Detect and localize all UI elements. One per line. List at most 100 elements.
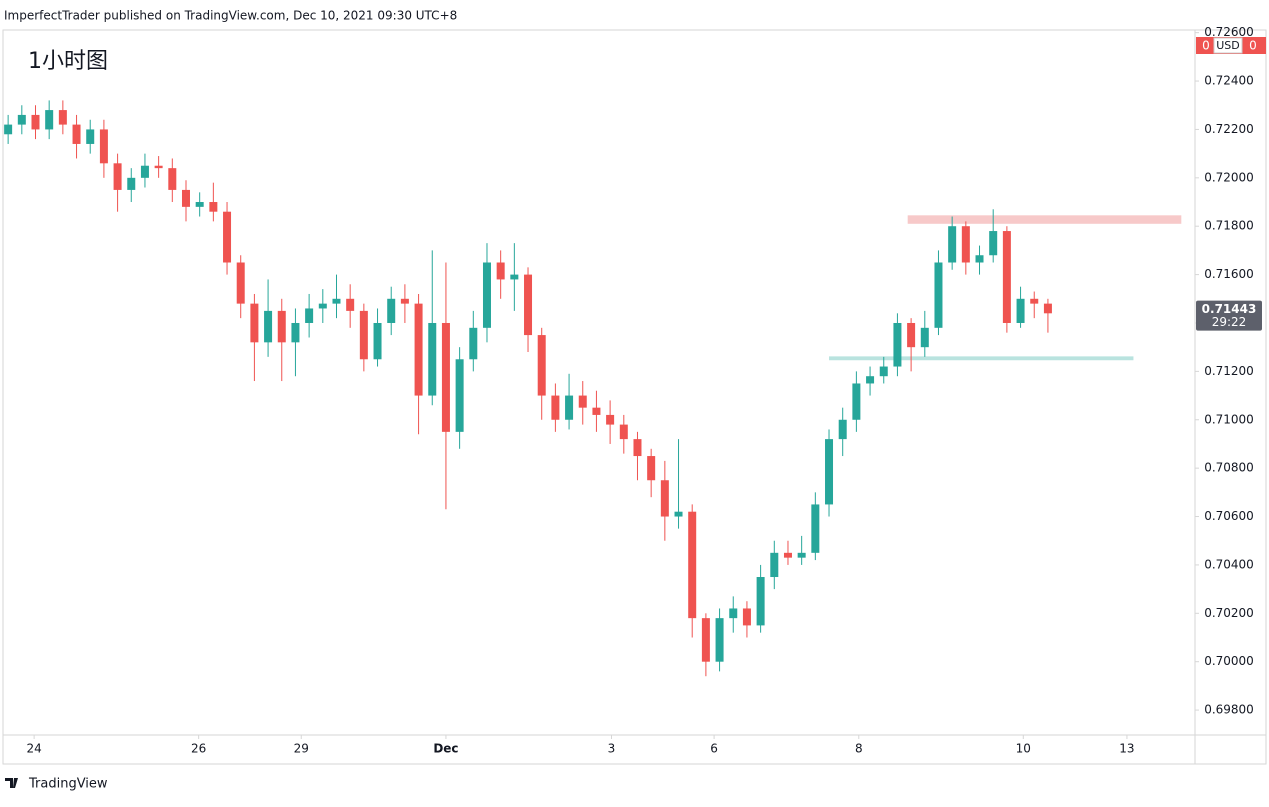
zone <box>907 215 1182 224</box>
header: ImperfectTrader published on TradingView… <box>4 9 457 23</box>
candle-body <box>537 335 546 396</box>
candle-body <box>4 124 13 135</box>
candle-body <box>756 577 765 626</box>
footer: TradingView <box>28 777 108 792</box>
candle-body <box>647 456 656 481</box>
candle-body <box>551 395 560 420</box>
candle-body <box>510 274 519 280</box>
candle-body <box>31 114 40 130</box>
currency-flag-left: 0 <box>1202 39 1210 53</box>
candle-body <box>1030 298 1039 304</box>
candle-body <box>441 322 450 432</box>
candle-body <box>86 129 95 144</box>
candle-body <box>236 262 245 304</box>
x-tick-label: 8 <box>855 742 863 756</box>
candle-body <box>1043 303 1052 314</box>
chart-title: 1小时图 <box>28 49 108 74</box>
currency: USD <box>1216 39 1240 52</box>
logo <box>5 778 18 788</box>
candle-body <box>17 114 26 125</box>
candle-body <box>414 303 423 396</box>
candle-body <box>1016 298 1025 323</box>
candle-body <box>428 322 437 396</box>
candle-body <box>879 366 888 377</box>
candle-body <box>524 274 533 336</box>
last-price-box <box>1196 300 1262 331</box>
candle-body <box>578 395 587 408</box>
candle-body <box>455 359 464 432</box>
candle-body <box>565 395 574 420</box>
candle-body <box>373 322 382 360</box>
y-tick-label: 0.72400 <box>1204 74 1254 88</box>
x-tick-label: 10 <box>1016 742 1031 756</box>
candle-body <box>619 424 628 440</box>
candle-body <box>496 262 505 280</box>
x-tick-label: Dec <box>433 742 458 756</box>
candle-body <box>989 231 998 256</box>
candle-body <box>113 163 122 190</box>
frame <box>2 29 1267 765</box>
x-tick-label: 6 <box>710 742 718 756</box>
y-tick-label: 0.70200 <box>1204 606 1254 620</box>
candle-body <box>1002 231 1011 323</box>
countdown: 29:22 <box>1212 315 1247 329</box>
candle-body <box>633 439 642 457</box>
candle-body <box>168 168 177 190</box>
y-tick-label: 0.72000 <box>1204 170 1254 184</box>
currency-box <box>1213 37 1243 54</box>
candle-body <box>291 322 300 343</box>
candle-body <box>400 298 409 304</box>
candle-body <box>264 310 273 343</box>
candle-body <box>592 407 601 415</box>
candle-body <box>318 303 327 309</box>
candle-body <box>209 202 218 212</box>
candle-body <box>811 504 820 553</box>
candle-body <box>770 552 779 578</box>
candle-body <box>195 202 204 207</box>
candle-body <box>688 511 697 619</box>
y-tick-label: 0.72200 <box>1204 122 1254 136</box>
candle-body <box>359 310 368 360</box>
candle-body <box>920 327 929 348</box>
candle-body <box>701 618 710 662</box>
y-tick-label: 0.70800 <box>1204 461 1254 475</box>
candle-body <box>729 608 738 619</box>
candle-body <box>154 165 163 169</box>
y-tick-label: 0.70600 <box>1204 509 1254 523</box>
y-tick-label: 0.70000 <box>1204 654 1254 668</box>
candle-body <box>482 262 491 328</box>
x-tick-label: 13 <box>1119 742 1134 756</box>
candle-body <box>742 608 751 626</box>
candle-body <box>332 298 341 304</box>
candle-body <box>975 255 984 263</box>
y-tick-label: 0.69800 <box>1204 703 1254 717</box>
candle-body <box>825 439 834 505</box>
candle-body <box>181 189 190 207</box>
candle-body <box>948 226 957 263</box>
candle-body <box>838 419 847 440</box>
candle-body <box>346 298 355 311</box>
candle-body <box>250 303 259 343</box>
candle-body <box>783 552 792 558</box>
y-tick-label: 0.72600 <box>1204 25 1254 39</box>
candle-body <box>961 226 970 263</box>
candle-body <box>469 327 478 360</box>
plot <box>4 100 1182 677</box>
candle-body <box>127 177 136 190</box>
candle-body <box>797 552 806 558</box>
candle-body <box>715 618 724 662</box>
candle-body <box>893 322 902 367</box>
candle-body <box>852 383 861 420</box>
candle-body <box>606 414 615 425</box>
candle-body <box>45 110 54 130</box>
zone <box>829 356 1134 361</box>
y-tick-label: 0.70400 <box>1204 557 1254 571</box>
candle-body <box>305 308 314 323</box>
candle-body <box>387 298 396 323</box>
y-tick-label: 0.71600 <box>1204 267 1254 281</box>
x-tick-label: 26 <box>191 742 206 756</box>
candle-body <box>140 165 149 178</box>
candle-body <box>907 322 916 348</box>
candle-body <box>223 211 232 263</box>
